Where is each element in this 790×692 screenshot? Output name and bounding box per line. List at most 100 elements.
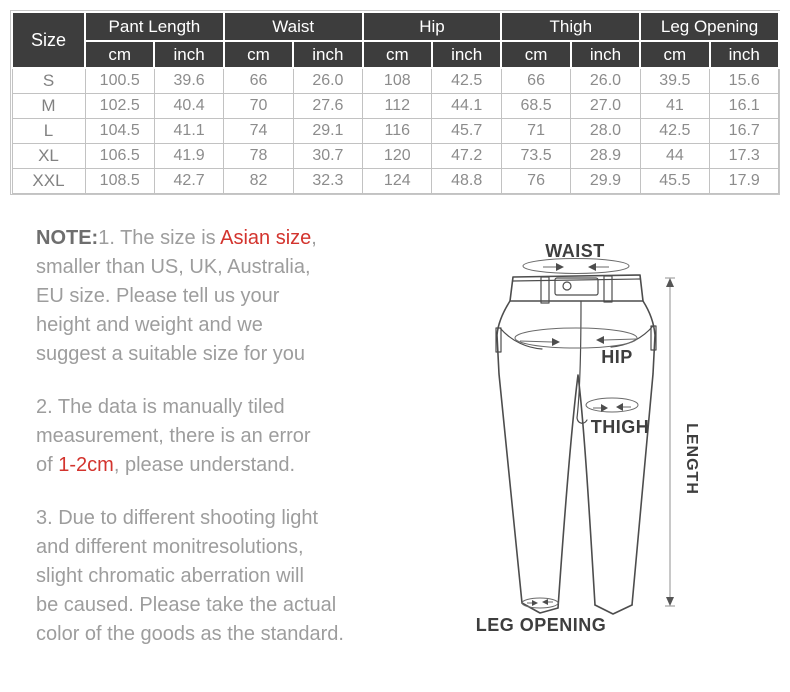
pants-measurement-diagram: WAIST [440, 232, 720, 642]
note-2-pre: of [36, 454, 59, 476]
measurement-cell: 26.0 [292, 67, 364, 94]
note-3-line-5: color of the goods as the standard. [36, 623, 344, 645]
measurement-cell: 108 [362, 67, 433, 94]
measurement-cell: 39.6 [153, 67, 225, 94]
measurement-cell: 30.7 [292, 143, 364, 169]
table-row-m: M 102.5 40.4 70 27.6 112 44.1 68.5 27.0 41 16.1 [11, 93, 780, 119]
note-3: 3. Due to different shooting light and d… [36, 504, 396, 649]
note-3-line-4: be caused. Please take the actual [36, 594, 337, 616]
measurement-cell: 17.9 [709, 168, 780, 194]
measurement-cell: 106.5 [84, 143, 155, 169]
hip-measure-ellipse-icon [514, 327, 638, 349]
waist-label: WAIST [545, 241, 605, 261]
waistband [509, 274, 644, 304]
measurement-cell: 74 [223, 118, 294, 144]
note-1-red-highlight: Asian size [220, 227, 312, 249]
size-cell: M [11, 93, 86, 119]
measurement-cell: 27.0 [570, 93, 641, 119]
measurement-cell: 28.9 [570, 143, 641, 169]
measurement-cell: 108.5 [84, 168, 155, 194]
measurement-cell: 100.5 [84, 67, 155, 94]
note-1-line-4: height and weight and we [36, 314, 263, 336]
measurement-cell: 73.5 [500, 143, 572, 169]
size-cell: XL [11, 143, 86, 169]
leg-opening-label: LEG OPENING [476, 615, 607, 635]
note-2-line-1: 2. The data is manually tiled [36, 396, 285, 418]
thigh-label: THIGH [591, 417, 650, 437]
note-2-line-3: of 1-2cm, please understand. [36, 451, 396, 480]
note-1-tail: , [311, 227, 317, 249]
note-2-line-2: measurement, there is an error [36, 425, 311, 447]
measurement-cell: 32.3 [292, 168, 364, 194]
unit-header-inch: inch [708, 40, 780, 69]
table-row-s: S 100.5 39.6 66 26.0 108 42.5 66 26.0 39.5 15.6 [11, 67, 780, 94]
note-1-line-3: EU size. Please tell us your [36, 285, 280, 307]
table-row-xxl: XXL 108.5 42.7 82 32.3 124 48.8 76 29.9 45.5 17.9 [11, 168, 780, 194]
measurement-cell: 76 [500, 168, 572, 194]
measurement-cell: 27.6 [292, 93, 364, 119]
measurement-cell: 41.9 [153, 143, 225, 169]
unit-header-cm: cm [83, 40, 156, 69]
length-dimension-line-icon [665, 277, 675, 607]
notes-section: NOTE:1. The size is Asian size, smaller … [36, 224, 396, 649]
size-cell: XXL [11, 168, 86, 194]
measurement-cell: 42.7 [153, 168, 225, 194]
measurement-cell: 78 [223, 143, 294, 169]
fly-line [576, 300, 588, 424]
unit-header-cm: cm [361, 40, 433, 69]
measurement-cell: 44 [639, 143, 711, 169]
size-cell: S [11, 67, 86, 94]
group-header-row: Size Pant Length Waist Hip Thigh Leg Opening [11, 11, 780, 69]
measurement-cell: 68.5 [500, 93, 572, 119]
note-bold-prefix: NOTE: [36, 227, 99, 249]
measurement-cell: 42.5 [431, 67, 502, 94]
note-3-line-1: 3. Due to different shooting light [36, 507, 319, 529]
hip-label: HIP [601, 347, 633, 367]
measurement-cell: 112 [362, 93, 433, 119]
measurement-cell: 42.5 [639, 118, 711, 144]
waist-measure-ellipse-icon [522, 258, 630, 274]
note-2-tail: , please understand. [113, 454, 296, 476]
table-row-xl: XL 106.5 41.9 78 30.7 120 47.2 73.5 28.9 44 17.3 [11, 143, 780, 169]
measurement-cell: 66 [500, 67, 572, 94]
measurement-cell: 70 [223, 93, 294, 119]
note-1-line-1: NOTE:1. The size is Asian size, [36, 224, 396, 253]
measurement-cell: 41.1 [153, 118, 225, 144]
group-header-waist: Waist [222, 11, 364, 42]
note-1: NOTE:1. The size is Asian size, smaller … [36, 224, 396, 369]
measurement-cell: 45.5 [639, 168, 711, 194]
unit-header-cm: cm [639, 40, 711, 69]
leg-opening-measure-ellipse-icon [521, 597, 559, 609]
measurement-cell: 40.4 [153, 93, 225, 119]
size-table-wrapper: Size Pant Length Waist Hip Thigh Leg Opening… [10, 10, 780, 195]
measurement-cell: 104.5 [84, 118, 155, 144]
note-1-text: 1. The size is [98, 227, 221, 249]
size-table: Size Pant Length Waist Hip Thigh Leg Opening… [11, 11, 780, 194]
unit-header-inch: inch [292, 40, 364, 69]
size-corner-header: Size [11, 11, 86, 69]
table-row-l: L 104.5 41.1 74 29.1 116 45.7 71 28.0 42.5 16.7 [11, 118, 780, 144]
unit-header-cm: cm [500, 40, 572, 69]
measurement-cell: 66 [223, 67, 294, 94]
measurement-cell: 71 [500, 118, 572, 144]
group-header-thigh: Thigh [500, 11, 642, 42]
note-1-line-2: smaller than US, UK, Australia, [36, 256, 311, 278]
unit-header-inch: inch [153, 40, 225, 69]
note-3-line-3: slight chromatic aberration will [36, 565, 304, 587]
measurement-cell: 116 [362, 118, 433, 144]
length-label: LENGTH [683, 423, 700, 495]
unit-header-row: cm inch cm inch cm inch cm inch cm inch [12, 40, 780, 69]
measurement-cell: 17.3 [709, 143, 780, 169]
unit-header-inch: inch [430, 40, 503, 69]
note-3-line-2: and different monitresolutions, [36, 536, 304, 558]
measurement-cell: 26.0 [570, 67, 641, 94]
note-1-line-5: suggest a suitable size for you [36, 343, 306, 365]
note-2-red-highlight: 1-2cm [58, 454, 114, 476]
measurement-cell: 48.8 [431, 168, 502, 194]
unit-header-inch: inch [569, 40, 642, 69]
size-table-body: S 100.5 39.6 66 26.0 108 42.5 66 26.0 39.5 15.6 M 10… [11, 67, 780, 194]
group-header-hip: Hip [361, 11, 503, 42]
measurement-cell: 29.9 [570, 168, 641, 194]
measurement-cell: 47.2 [431, 143, 502, 169]
